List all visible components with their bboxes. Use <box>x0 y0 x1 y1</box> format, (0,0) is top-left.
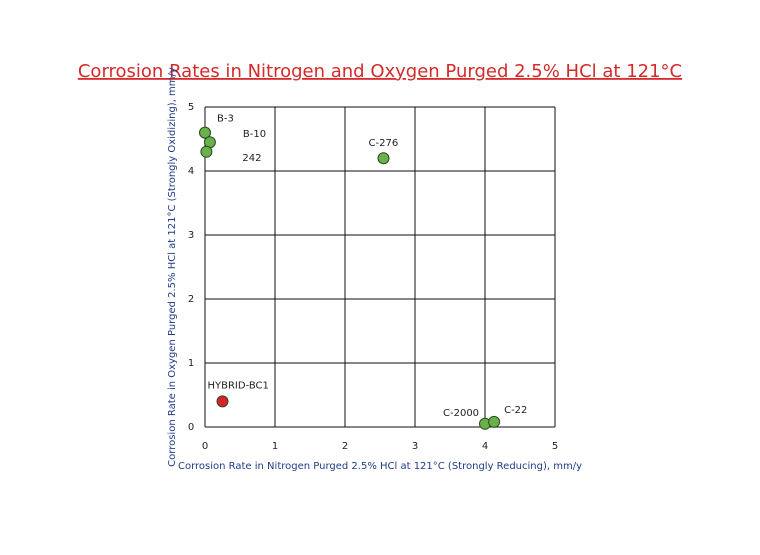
point-label: C-2000 <box>443 408 479 419</box>
x-tick-label: 2 <box>342 441 348 452</box>
data-point <box>488 415 501 428</box>
point-label: C-22 <box>504 405 527 416</box>
data-point <box>200 145 213 158</box>
x-tick-label: 5 <box>552 441 558 452</box>
data-point <box>377 152 390 165</box>
y-axis-title: Corrosion Rate in Oxygen Purged 2.5% HCl… <box>167 67 178 467</box>
point-label: C-276 <box>369 138 399 149</box>
x-tick-label: 0 <box>202 441 208 452</box>
y-tick-label: 1 <box>188 358 194 369</box>
point-label: B-3 <box>217 114 234 125</box>
point-label: 242 <box>242 153 261 164</box>
y-tick-label: 3 <box>188 230 194 241</box>
chart-title: Corrosion Rates in Nitrogen and Oxygen P… <box>78 61 682 82</box>
x-axis-title: Corrosion Rate in Nitrogen Purged 2.5% H… <box>178 461 582 472</box>
y-tick-label: 4 <box>188 166 194 177</box>
x-tick-label: 3 <box>412 441 418 452</box>
data-point <box>216 395 229 408</box>
y-tick-label: 2 <box>188 294 194 305</box>
x-tick-label: 1 <box>272 441 278 452</box>
x-tick-label: 4 <box>482 441 488 452</box>
y-tick-label: 5 <box>188 102 194 113</box>
y-tick-label: 0 <box>188 422 194 433</box>
point-label: HYBRID-BC1 <box>208 380 269 391</box>
data-point <box>199 126 211 139</box>
point-label: B-10 <box>243 129 266 140</box>
